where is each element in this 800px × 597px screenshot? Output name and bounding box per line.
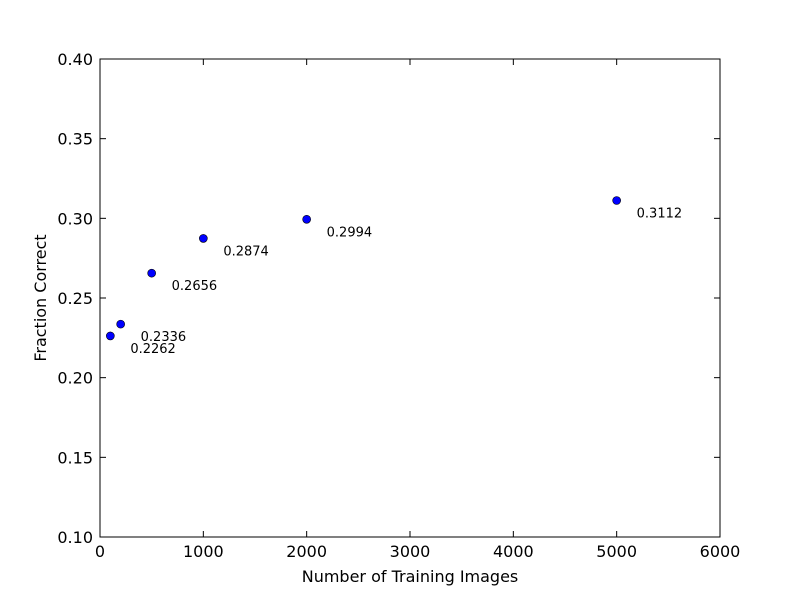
data-point-4 [302, 214, 311, 224]
x-tick-label-5: 5000 [596, 542, 637, 561]
data-label-2: 0.2656 [172, 279, 218, 294]
y-tick-label-1: 0.15 [57, 448, 93, 467]
y-tick-label-0: 0.10 [57, 528, 93, 547]
data-label-5: 0.3112 [637, 206, 683, 221]
y-axis-label: Fraction Correct [31, 234, 50, 361]
data-point-3 [199, 234, 208, 243]
y-tick-label-6: 0.40 [57, 50, 93, 69]
x-tick-label-4: 4000 [493, 542, 534, 561]
y-tick-label-2: 0.20 [57, 369, 93, 388]
data-label-4: 0.2994 [327, 225, 373, 240]
y-tick-label-3: 0.25 [57, 289, 93, 308]
y-tick-label-5: 0.35 [57, 130, 93, 149]
x-tick-label-6: 6000 [700, 542, 741, 561]
axis-tick-labels: 0 1000 2000 3000 4000 5000 6000 0.10 0.15 0.20 0.2… [57, 50, 740, 561]
y-tick-label-4: 0.30 [57, 209, 93, 228]
data-label-0: 0.2262 [130, 342, 176, 357]
x-tick-label-2: 2000 [286, 542, 327, 561]
plot-area [100, 59, 720, 537]
data-points [106, 196, 621, 341]
data-point-5 [612, 196, 621, 205]
x-axis-label: Number of Training Images [302, 567, 519, 586]
plot-frame [99, 58, 721, 538]
data-point-0 [106, 331, 115, 341]
data-point-1 [116, 319, 125, 329]
data-label-3: 0.2874 [223, 244, 268, 259]
x-tick-label-1: 1000 [183, 542, 224, 561]
data-point-2 [147, 268, 156, 278]
x-tick-label-0: 0 [95, 542, 105, 561]
x-tick-label-3: 3000 [390, 542, 431, 561]
data-label-1: 0.2336 [141, 330, 187, 345]
